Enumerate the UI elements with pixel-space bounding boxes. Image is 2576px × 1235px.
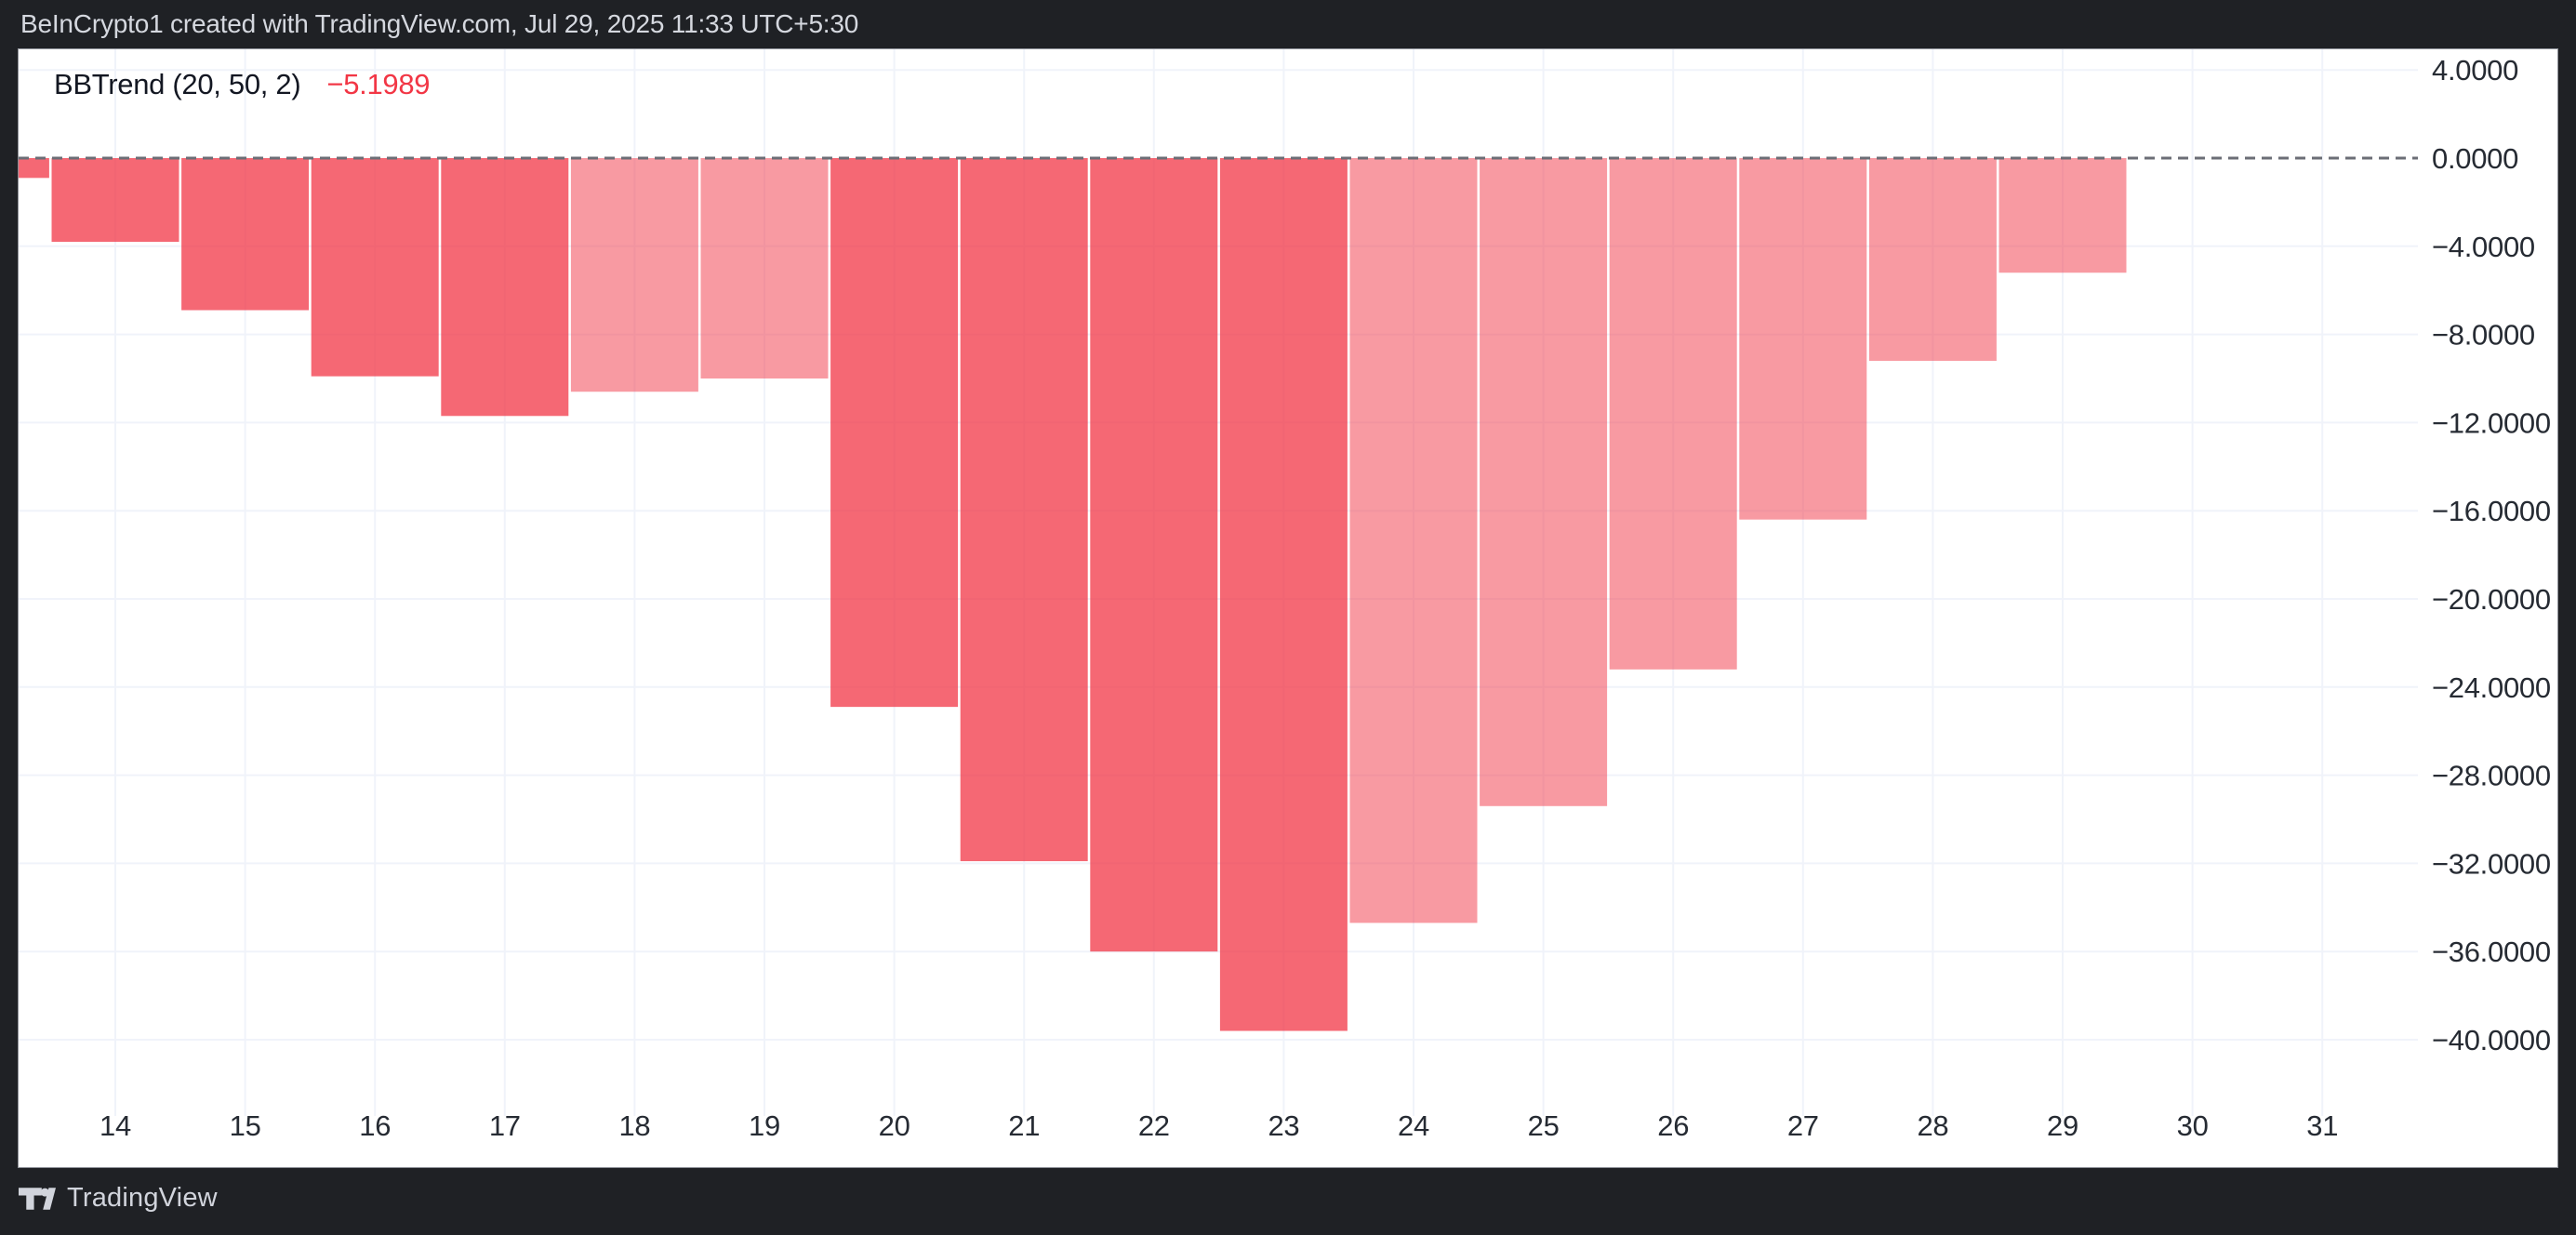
x-tick-label: 27 <box>1787 1109 1819 1142</box>
bar-day-22 <box>1090 158 1218 952</box>
x-tick-label: 30 <box>2177 1109 2209 1142</box>
bar-day-16 <box>311 158 439 377</box>
x-tick-label: 23 <box>1268 1109 1299 1142</box>
chart-panel: BBTrend (20, 50, 2) −5.1989 14 15 16 17 18 19… <box>18 48 2558 1168</box>
y-tick-label: 0.0000 <box>2432 142 2518 175</box>
y-tick-label: 4.0000 <box>2432 54 2518 86</box>
chart-canvas[interactable]: 14 15 16 17 18 19 20 21 22 23 24 25 26 27 28 29 30 31 4.00… <box>19 49 2557 1167</box>
x-tick-label: 21 <box>1008 1109 1040 1142</box>
y-tick-label: −28.0000 <box>2432 760 2551 792</box>
x-tick-label: 19 <box>749 1109 780 1142</box>
indicator-name: BBTrend (20, 50, 2) <box>54 68 301 100</box>
indicator-legend: BBTrend (20, 50, 2) −5.1989 <box>54 68 431 101</box>
bar-day-19 <box>700 158 829 378</box>
bar-day-18 <box>570 158 698 392</box>
y-tick-label: −4.0000 <box>2432 231 2535 263</box>
bar-day-28 <box>1868 158 1997 362</box>
bar-day-27 <box>1739 158 1867 520</box>
bar-day-20 <box>830 158 959 708</box>
x-tick-label: 18 <box>618 1109 650 1142</box>
x-tick-label: 22 <box>1138 1109 1170 1142</box>
footer: TradingView <box>19 1183 218 1214</box>
x-tick-label: 14 <box>100 1109 131 1142</box>
indicator-value: −5.1989 <box>326 68 431 100</box>
y-tick-label: −36.0000 <box>2432 936 2551 968</box>
price-axis-labels: 4.0000 0.0000 −4.0000 −8.0000 −12.0000 −16.00… <box>2432 54 2551 1056</box>
bbtrend-bars <box>19 158 2127 1031</box>
y-tick-label: −8.0000 <box>2432 319 2535 352</box>
bar-day-26 <box>1609 158 1737 670</box>
bar-day-24 <box>1349 158 1478 923</box>
y-tick-label: −20.0000 <box>2432 583 2551 616</box>
y-tick-label: −40.0000 <box>2432 1024 2551 1056</box>
x-tick-label: 26 <box>1657 1109 1689 1142</box>
bar-day-29 <box>1998 158 2127 273</box>
x-tick-label: 24 <box>1398 1109 1429 1142</box>
x-tick-label: 28 <box>1917 1109 1948 1142</box>
price-axis[interactable] <box>2418 49 2557 1167</box>
time-axis-labels: 14 15 16 17 18 19 20 21 22 23 24 25 26 27 28 29 30 31 <box>100 1109 2338 1142</box>
x-tick-label: 15 <box>230 1109 261 1142</box>
bar-day-14 <box>51 158 179 243</box>
header-title: BeInCrypto1 created with TradingView.com… <box>20 9 859 38</box>
x-tick-label: 16 <box>359 1109 391 1142</box>
bar-day-21 <box>960 158 1088 862</box>
y-tick-label: −32.0000 <box>2432 847 2551 880</box>
y-tick-label: −24.0000 <box>2432 671 2551 704</box>
tradingview-logo-icon <box>19 1187 56 1210</box>
bar-day-17 <box>441 158 569 417</box>
plot-area[interactable] <box>19 49 2418 1116</box>
time-axis[interactable] <box>19 1116 2418 1167</box>
y-tick-label: −16.0000 <box>2432 495 2551 527</box>
bar-day-25 <box>1480 158 1608 806</box>
bar-day-23 <box>1219 158 1348 1031</box>
bar-day-15 <box>181 158 310 311</box>
x-tick-label: 29 <box>2047 1109 2078 1142</box>
x-tick-label: 17 <box>489 1109 521 1142</box>
x-tick-label: 20 <box>879 1109 910 1142</box>
bar-day-13 <box>19 158 49 179</box>
y-tick-label: −12.0000 <box>2432 406 2551 439</box>
brand-name: TradingView <box>67 1183 218 1213</box>
x-tick-label: 31 <box>2306 1109 2338 1142</box>
x-tick-label: 25 <box>1528 1109 1560 1142</box>
